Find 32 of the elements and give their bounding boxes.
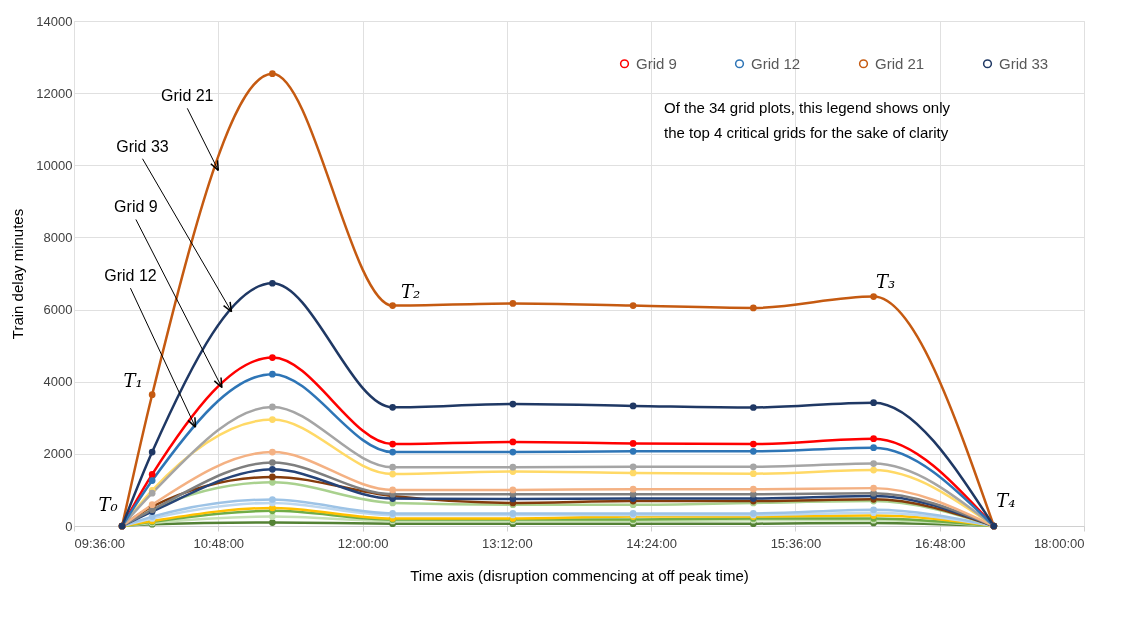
annotation: Of the 34 grid plots, this legend shows only the top 4 critical grids for the sake of clarity bbox=[664, 99, 951, 141]
annotation: Grid 12 bbox=[104, 267, 157, 285]
x-axis-title: Time axis (disruption commencing at off peak time) bbox=[410, 566, 749, 584]
x-tick-label: 09:36:00 bbox=[74, 535, 126, 551]
x-tick-label: 15:36:00 bbox=[770, 535, 822, 551]
y-tick-label: 10000 bbox=[36, 157, 73, 173]
y-tick-label: 4000 bbox=[43, 374, 73, 390]
annotation: T₄ bbox=[996, 490, 1016, 511]
y-tick-label: 12000 bbox=[36, 85, 73, 101]
x-tick-label: 14:24:00 bbox=[626, 535, 677, 551]
annotation: Grid 21 bbox=[161, 87, 214, 105]
annotation: Grid 33 bbox=[116, 137, 169, 155]
x-tick-label: 10:48:00 bbox=[193, 535, 245, 551]
annotation: T₂ bbox=[401, 280, 421, 302]
y-tick-label: 8000 bbox=[43, 229, 73, 245]
annotation: T₀ bbox=[98, 494, 118, 515]
annotation: Grid 9 bbox=[114, 198, 158, 216]
y-tick-label: 2000 bbox=[43, 446, 73, 462]
y-axis-title: Train delay minutes bbox=[9, 208, 27, 340]
x-tick-label: 13:12:00 bbox=[482, 535, 533, 551]
y-tick-label: 0 bbox=[65, 518, 73, 534]
x-tick-label: 12:00:00 bbox=[337, 535, 389, 551]
legend-label: Grid 9 bbox=[636, 54, 677, 72]
y-tick-label: 14000 bbox=[36, 13, 73, 29]
y-tick-label: 6000 bbox=[43, 302, 73, 318]
legend-label: Grid 33 bbox=[999, 54, 1049, 72]
legend-label: Grid 21 bbox=[875, 54, 925, 72]
x-tick-label: 18:00:00 bbox=[1033, 535, 1085, 551]
legend-label: Grid 12 bbox=[751, 54, 801, 72]
x-tick-label: 16:48:00 bbox=[914, 535, 966, 551]
annotation: T₁ bbox=[123, 369, 143, 391]
annotation: T₃ bbox=[875, 270, 896, 292]
